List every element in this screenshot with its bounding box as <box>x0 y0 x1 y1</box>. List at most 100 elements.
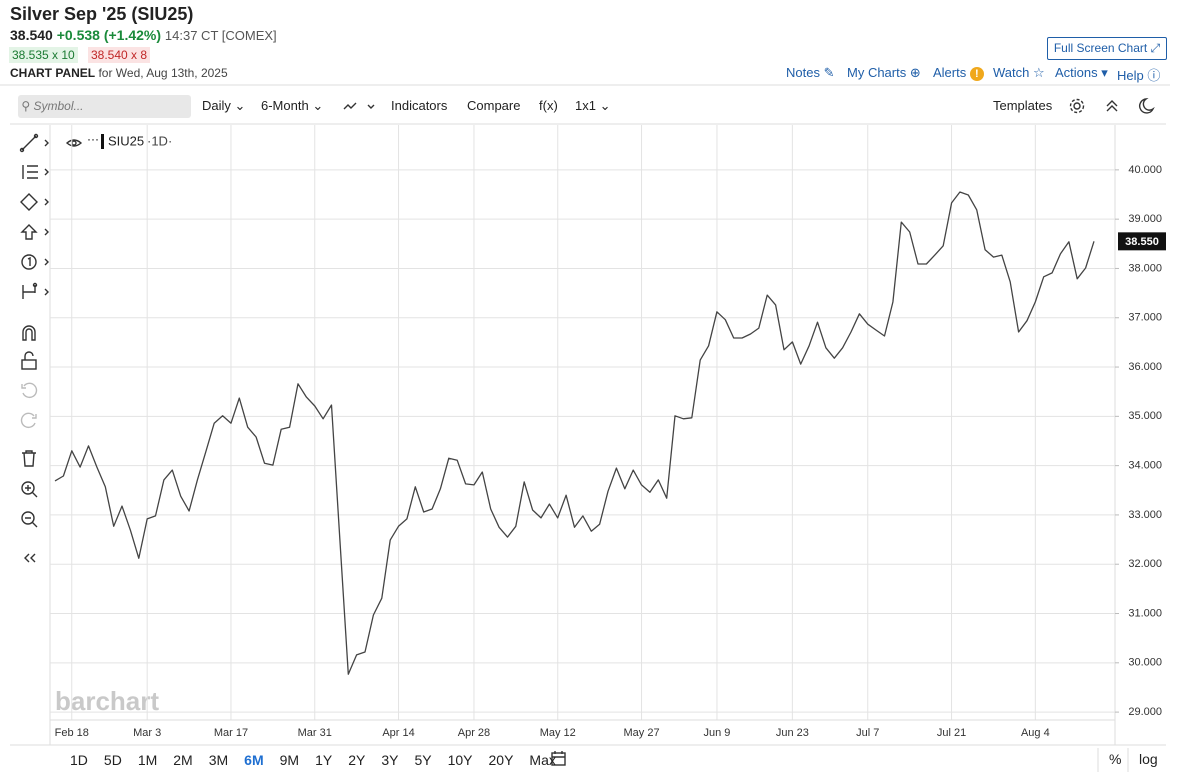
help-link[interactable]: Help ⓘ <box>1117 68 1161 83</box>
x-tick-label: Jun 9 <box>703 727 730 739</box>
tool-delete[interactable] <box>22 450 36 467</box>
range-button[interactable]: 5Y <box>414 752 432 768</box>
panel-label: CHART PANEL <box>10 66 96 80</box>
y-tick-label: 34.000 <box>1128 460 1162 472</box>
x-tick-label: Aug 4 <box>1021 727 1050 739</box>
x-tick-label: Mar 31 <box>298 727 332 739</box>
range-button[interactable]: 1M <box>137 752 158 768</box>
y-tick-label: 29.000 <box>1128 706 1162 718</box>
symbol-search[interactable]: ⚲ Symbol... <box>18 95 191 118</box>
last-price-box <box>1118 232 1166 251</box>
x-tick-label: Jul 7 <box>856 727 879 739</box>
range-button[interactable]: 9M <box>279 752 300 768</box>
notes-link[interactable]: Notes ✎ <box>786 65 835 80</box>
link-label: Alerts <box>933 65 967 80</box>
tool-collapse[interactable] <box>24 553 36 563</box>
range-button[interactable]: 20Y <box>488 752 514 768</box>
tool-measure[interactable] <box>22 282 49 300</box>
toolbar-right <box>343 98 1155 766</box>
layout-menu[interactable]: 1x1 ⌄ <box>575 98 611 113</box>
ask: 38.540 x 8 <box>88 47 151 63</box>
menu-label: 6-Month <box>261 98 309 113</box>
range-bar: 1D 5D 1M 2M 3M 6M 9M 1Y 2Y 3Y 5Y 10Y 20Y Max <box>62 750 564 770</box>
quote-line: 38.540 +0.538 (+1.42%) 14:37 CT [COMEX] <box>10 27 277 43</box>
range-button[interactable]: 1Y <box>315 752 333 768</box>
calendar-button[interactable] <box>551 751 566 766</box>
range-button[interactable]: 2Y <box>348 752 366 768</box>
y-tick-label: 32.000 <box>1128 558 1162 570</box>
tool-fib[interactable] <box>22 165 49 179</box>
alert-badge: ! <box>969 67 984 81</box>
compare-button[interactable]: Compare <box>467 98 521 113</box>
link-label: Help <box>1117 68 1144 83</box>
chart-type-button[interactable] <box>343 102 375 110</box>
alerts-link[interactable]: Alerts ! <box>933 65 984 81</box>
y-tick-label: 30.000 <box>1128 657 1162 669</box>
menu-label: 1x1 <box>575 98 596 113</box>
bid: 38.535 x 10 <box>9 47 78 63</box>
price-line <box>54 191 1095 675</box>
toolbar-left <box>19 133 49 563</box>
x-tick-label: Apr 14 <box>382 727 414 739</box>
tool-zoom-out[interactable] <box>21 511 38 528</box>
last-price: 38.540 <box>10 27 53 43</box>
x-tick-label: May 27 <box>623 727 659 739</box>
range-button[interactable]: 10Y <box>447 752 473 768</box>
tool-shape[interactable] <box>20 193 49 211</box>
legend-eye[interactable] <box>65 139 83 147</box>
interval-menu[interactable]: Daily ⌄ <box>202 98 246 113</box>
legend-menu[interactable]: ··· <box>87 132 99 146</box>
legend-symbol: SIU25 <box>108 133 144 148</box>
tool-line[interactable] <box>19 133 49 153</box>
tool-zoom-in[interactable] <box>21 481 38 498</box>
tool-lock[interactable] <box>21 351 37 370</box>
y-tick-label: 40.000 <box>1128 164 1162 176</box>
templates-button[interactable]: Templates <box>993 98 1053 113</box>
range-button[interactable]: 3M <box>208 752 229 768</box>
x-tick-label: Jun 23 <box>776 727 809 739</box>
link-label: Watch <box>993 65 1030 80</box>
collapse-button[interactable] <box>1106 100 1118 112</box>
link-label: Actions <box>1055 65 1098 80</box>
watermark: barchart <box>55 686 159 716</box>
actions-link[interactable]: Actions ▾ <box>1055 65 1108 80</box>
fx-button[interactable]: f(x) <box>539 98 558 113</box>
range-button[interactable]: 3Y <box>381 752 399 768</box>
range-button[interactable]: 1D <box>70 752 88 768</box>
theme-button[interactable] <box>1138 98 1155 114</box>
percent-button[interactable]: % <box>1109 751 1122 767</box>
range-button[interactable]: 6M <box>244 752 264 768</box>
y-tick-label: 38.000 <box>1128 262 1162 274</box>
tool-arrow[interactable] <box>20 224 49 240</box>
tool-undo[interactable] <box>21 382 38 399</box>
range-button[interactable]: 2M <box>173 752 193 768</box>
title: Silver Sep '25 (SIU25) <box>10 4 194 24</box>
log-button[interactable]: log <box>1139 751 1158 767</box>
tool-redo[interactable] <box>20 412 37 429</box>
range-button[interactable]: 5D <box>103 752 122 768</box>
tool-magnet[interactable] <box>22 325 36 341</box>
y-tick-label: 33.000 <box>1128 509 1162 521</box>
price-change: +0.538 (+1.42%) <box>56 27 162 43</box>
x-tick-label: May 12 <box>540 727 576 739</box>
watch-link[interactable]: Watch ☆ <box>993 65 1045 80</box>
y-tick-label: 37.000 <box>1128 312 1162 324</box>
panel-date: for Wed, Aug 13th, 2025 <box>98 66 228 80</box>
legend-interval: ·1D· <box>147 133 172 148</box>
mycharts-link[interactable]: My Charts ⊕ <box>847 65 921 80</box>
settings-button[interactable] <box>1069 98 1085 114</box>
menu-label: Daily <box>202 98 231 113</box>
period-menu[interactable]: 6-Month ⌄ <box>261 98 324 113</box>
range-button[interactable]: Max <box>529 752 556 768</box>
x-tick-label: Mar 17 <box>214 727 248 739</box>
legend-swatch <box>101 134 104 149</box>
symbol-placeholder: Symbol... <box>33 99 84 113</box>
full-screen-button[interactable]: Full Screen Chart ⤢ <box>1047 37 1167 60</box>
indicators-button[interactable]: Indicators <box>391 98 448 113</box>
x-tick-label: Mar 3 <box>133 727 161 739</box>
x-tick-label: Jul 21 <box>937 727 966 739</box>
y-tick-label: 31.000 <box>1128 607 1162 619</box>
tool-note[interactable] <box>21 254 49 270</box>
